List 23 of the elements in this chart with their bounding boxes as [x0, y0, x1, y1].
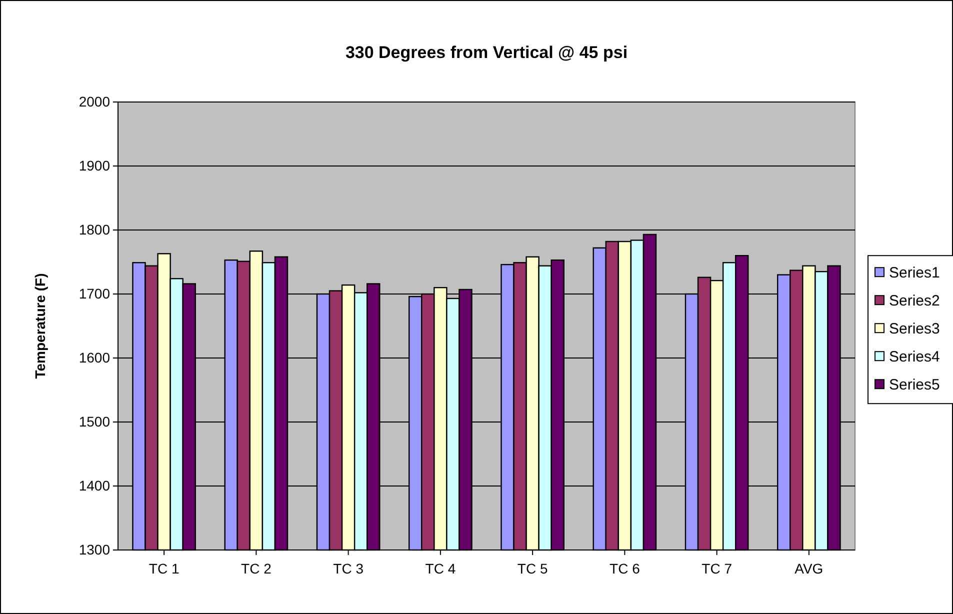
y-tick-label: 1500: [78, 413, 110, 430]
legend-label: Series1: [889, 264, 940, 282]
legend-label: Series5: [889, 376, 940, 394]
x-tick-label: TC 4: [425, 560, 456, 576]
y-tick-label: 1900: [78, 157, 110, 174]
y-tick-label: 1300: [78, 541, 110, 558]
y-axis-title: Temperature (F): [32, 273, 48, 379]
legend-label: Series2: [889, 292, 940, 310]
y-tick-label: 1800: [78, 221, 110, 238]
legend-label: Series4: [889, 348, 940, 366]
x-tick-label: TC 1: [148, 560, 180, 576]
y-tick-label: 1600: [78, 349, 110, 366]
y-tick-label: 2000: [78, 93, 110, 110]
x-tick-label: TC 3: [333, 560, 364, 576]
x-tick-label: TC 5: [517, 560, 548, 576]
x-tick-label: TC 6: [610, 560, 640, 576]
y-tick-label: 1400: [78, 477, 110, 494]
y-tick-label: 1700: [78, 285, 110, 302]
chart-title: 330 Degrees from Vertical @ 45 psi: [345, 43, 628, 62]
legend-label: Series3: [889, 320, 940, 338]
x-tick-label: AVG: [794, 560, 824, 576]
x-tick-label: TC 2: [241, 560, 272, 576]
x-tick-label: TC 7: [702, 560, 732, 576]
